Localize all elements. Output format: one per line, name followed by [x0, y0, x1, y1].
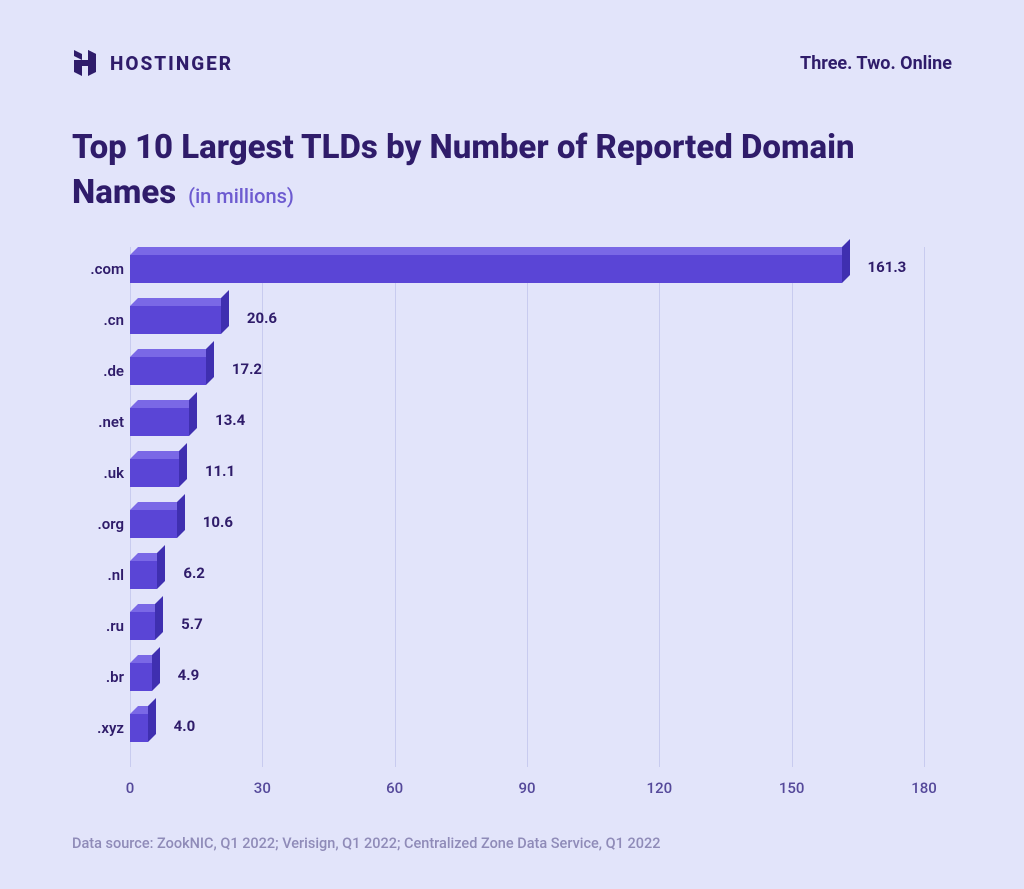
bar [130, 510, 177, 538]
bar-front-face [130, 714, 148, 742]
bar-front-face [130, 357, 206, 385]
bar-row: .org10.6 [130, 510, 924, 538]
bar-top-face [130, 298, 229, 306]
bar-side-face [189, 392, 197, 436]
bar [130, 357, 206, 385]
y-axis-label: .xyz [72, 719, 124, 737]
bar-value-label: 11.1 [205, 462, 235, 480]
y-axis-label: .org [72, 515, 124, 533]
bar-value-label: 5.7 [181, 615, 203, 633]
bar-side-face [177, 494, 185, 538]
bar-front-face [130, 663, 152, 691]
bar-value-label: 6.2 [183, 564, 205, 582]
bar [130, 714, 148, 742]
bar-row: .nl6.2 [130, 561, 924, 589]
y-axis-label: .net [72, 413, 124, 431]
brand-tagline: Three. Two. Online [800, 53, 952, 74]
bar-row: .uk11.1 [130, 459, 924, 487]
bar-row: .net13.4 [130, 408, 924, 436]
bar-value-label: 4.0 [174, 717, 196, 735]
bar-row: .cn20.6 [130, 306, 924, 334]
bar-side-face [148, 698, 156, 742]
chart-subtitle: (in millions) [188, 184, 294, 208]
bar-row: .ru5.7 [130, 612, 924, 640]
data-source-footnote: Data source: ZookNIC, Q1 2022; Verisign,… [72, 835, 952, 852]
bar-top-face [130, 247, 850, 255]
bar-row: .com161.3 [130, 255, 924, 283]
gridline [924, 247, 925, 767]
bar [130, 561, 157, 589]
bar [130, 255, 842, 283]
bar-front-face [130, 459, 179, 487]
bar-side-face [842, 239, 850, 283]
x-axis-tick: 60 [386, 779, 403, 797]
bar-side-face [155, 596, 163, 640]
bar-value-label: 20.6 [247, 309, 277, 327]
bar-value-label: 17.2 [232, 360, 262, 378]
bar-value-label: 10.6 [203, 513, 233, 531]
x-axis-tick: 120 [647, 779, 673, 797]
bar-value-label: 161.3 [868, 258, 907, 276]
y-axis-label: .br [72, 668, 124, 686]
bar [130, 459, 179, 487]
bar [130, 612, 155, 640]
bar-front-face [130, 255, 842, 283]
bar [130, 663, 152, 691]
bar-front-face [130, 510, 177, 538]
bar-value-label: 4.9 [178, 666, 200, 684]
bar-top-face [130, 400, 197, 408]
header: HOSTINGER Three. Two. Online [72, 48, 952, 78]
y-axis-label: .uk [72, 464, 124, 482]
y-axis-label: .cn [72, 311, 124, 329]
page-container: HOSTINGER Three. Two. Online Top 10 Larg… [0, 0, 1024, 889]
hostinger-logo-icon [72, 48, 98, 78]
bar [130, 306, 221, 334]
x-axis-tick: 0 [126, 779, 135, 797]
title-block: Top 10 Largest TLDs by Number of Reporte… [72, 126, 952, 215]
bar-top-face [130, 349, 214, 357]
bar-row: .xyz4.0 [130, 714, 924, 742]
bar-value-label: 13.4 [215, 411, 245, 429]
bar-front-face [130, 306, 221, 334]
bar-side-face [221, 290, 229, 334]
bar-row: .de17.2 [130, 357, 924, 385]
x-axis-tick: 30 [254, 779, 271, 797]
bar-front-face [130, 561, 157, 589]
brand-block: HOSTINGER [72, 48, 233, 78]
bar-side-face [157, 545, 165, 589]
brand-name: HOSTINGER [110, 52, 233, 75]
bar-row: .br4.9 [130, 663, 924, 691]
x-axis-tick: 150 [779, 779, 805, 797]
bar [130, 408, 189, 436]
bar-front-face [130, 408, 189, 436]
bar-side-face [206, 341, 214, 385]
x-axis-tick: 180 [911, 779, 937, 797]
y-axis-label: .ru [72, 617, 124, 635]
bar-side-face [179, 443, 187, 487]
y-axis-label: .nl [72, 566, 124, 584]
bar-side-face [152, 647, 160, 691]
x-axis-tick: 90 [518, 779, 535, 797]
y-axis-label: .com [72, 260, 124, 278]
plot-area: 0306090120150180.com161.3.cn20.6.de17.2.… [130, 247, 924, 767]
bar-chart: 0306090120150180.com161.3.cn20.6.de17.2.… [72, 247, 952, 807]
bar-front-face [130, 612, 155, 640]
y-axis-label: .de [72, 362, 124, 380]
